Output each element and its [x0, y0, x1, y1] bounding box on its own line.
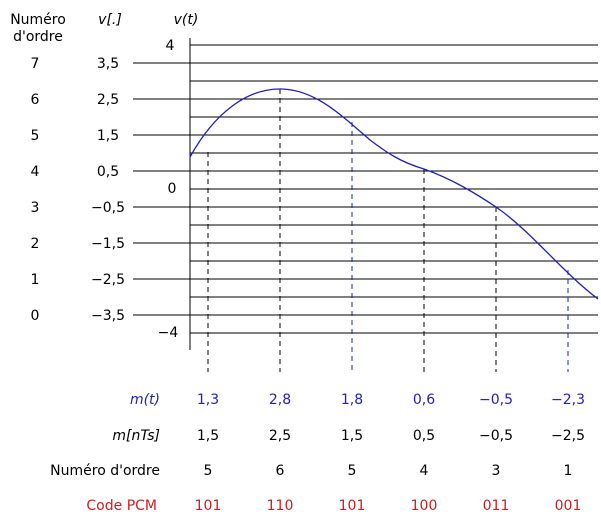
row-label-m: m(t) [130, 392, 160, 408]
level-value-label: 3,5 [97, 56, 119, 72]
level-order-label: 3 [31, 200, 40, 216]
sample-order-value: 3 [492, 463, 501, 479]
row-label-quantized: m[nTs] [112, 428, 160, 444]
sample-pcm-code: 101 [195, 498, 222, 514]
level-value-label: 1,5 [97, 128, 119, 144]
quantization-grid [133, 44, 598, 334]
level-order-label: 5 [31, 128, 40, 144]
sample-pcm-code: 101 [339, 498, 366, 514]
sample-m-value: 1,3 [197, 392, 219, 408]
sample-quantized-value: −0,5 [479, 428, 513, 444]
axis-title: v(t) [174, 12, 199, 28]
sample-quantized-value: 0,5 [413, 428, 435, 444]
level-value-label: −0,5 [91, 200, 125, 216]
sample-order-value: 4 [420, 463, 429, 479]
row-label-order: Numéro d'ordre [50, 463, 160, 479]
sample-order-value: 5 [204, 463, 213, 479]
row-label-pcm: Code PCM [86, 498, 157, 514]
sample-order-value: 6 [276, 463, 285, 479]
level-order-label: 1 [31, 272, 40, 288]
level-order-label: 7 [31, 56, 40, 72]
axis-label-top: 4 [166, 38, 175, 54]
sample-pcm-code: 011 [483, 498, 510, 514]
level-value-label: −1,5 [91, 236, 125, 252]
level-value-label: 2,5 [97, 92, 119, 108]
level-order-label: 0 [31, 308, 40, 324]
sample-m-value: −2,3 [551, 392, 585, 408]
level-order-label: 4 [31, 164, 40, 180]
sample-m-value: −0,5 [479, 392, 513, 408]
signal-curve [189, 88, 599, 300]
sample-m-value: 2,8 [269, 392, 291, 408]
header-order-line1: Numéro [10, 12, 66, 28]
sample-m-value: 0,6 [413, 392, 435, 408]
level-value-label: −3,5 [91, 308, 125, 324]
level-value-label: −2,5 [91, 272, 125, 288]
sample-pcm-code: 001 [555, 498, 582, 514]
sample-quantized-value: −2,5 [551, 428, 585, 444]
sample-m-value: 1,8 [341, 392, 363, 408]
sample-quantized-value: 2,5 [269, 428, 291, 444]
header-value-col: v[.] [98, 12, 122, 28]
level-order-label: 2 [31, 236, 40, 252]
axis-label-bottom: −4 [158, 325, 179, 341]
sample-quantized-value: 1,5 [197, 428, 219, 444]
sample-pcm-code: 110 [267, 498, 294, 514]
sample-order-value: 5 [348, 463, 357, 479]
sample-order-value: 1 [564, 463, 573, 479]
sample-quantized-value: 1,5 [341, 428, 363, 444]
level-order-label: 6 [31, 92, 40, 108]
level-value-label: 0,5 [97, 164, 119, 180]
sample-pcm-code: 100 [411, 498, 438, 514]
header-order-line2: d'ordre [13, 29, 63, 45]
axis-label-zero: 0 [168, 181, 177, 197]
